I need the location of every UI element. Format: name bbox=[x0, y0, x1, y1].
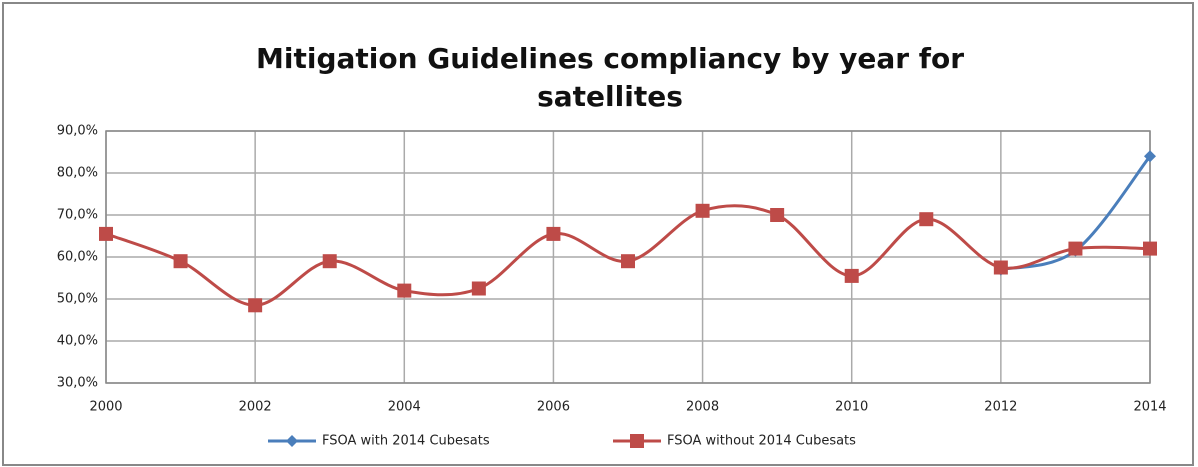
y-tick-label: 40,0% bbox=[57, 334, 98, 349]
y-tick-label: 90,0% bbox=[57, 124, 98, 139]
y-tick-label: 30,0% bbox=[57, 376, 98, 391]
x-tick-label: 2012 bbox=[984, 400, 1017, 415]
data-point bbox=[993, 260, 1008, 275]
data-point bbox=[621, 254, 635, 269]
legend-label: FSOA without 2014 Cubesats bbox=[667, 434, 856, 449]
y-tick-label: 70,0% bbox=[57, 208, 98, 223]
data-point bbox=[695, 203, 710, 218]
data-point bbox=[546, 226, 561, 241]
legend-label: FSOA with 2014 Cubesats bbox=[322, 434, 490, 449]
data-point bbox=[1068, 241, 1083, 256]
y-tick-label: 60,0% bbox=[57, 250, 98, 265]
legend-marker bbox=[630, 434, 644, 448]
y-tick-label: 50,0% bbox=[57, 292, 98, 307]
x-tick-label: 2014 bbox=[1133, 400, 1166, 415]
data-point bbox=[1143, 241, 1157, 256]
legend-marker bbox=[286, 435, 298, 447]
x-tick-label: 2000 bbox=[89, 400, 122, 415]
data-point bbox=[397, 283, 412, 298]
data-point bbox=[322, 254, 337, 269]
data-point bbox=[1144, 150, 1156, 163]
data-point bbox=[173, 254, 188, 269]
data-point bbox=[248, 298, 263, 313]
data-point bbox=[770, 208, 785, 222]
plot-border bbox=[105, 130, 1151, 384]
data-point bbox=[471, 281, 486, 296]
data-point bbox=[844, 268, 859, 283]
x-tick-label: 2008 bbox=[686, 400, 719, 415]
x-tick-label: 2004 bbox=[388, 400, 421, 415]
chart-title: Mitigation Guidelines compliancy by year… bbox=[256, 42, 964, 113]
x-tick-label: 2010 bbox=[835, 400, 868, 415]
data-point bbox=[99, 226, 113, 241]
y-tick-label: 80,0% bbox=[57, 166, 98, 181]
x-tick-label: 2006 bbox=[537, 400, 570, 415]
x-tick-label: 2002 bbox=[239, 400, 272, 415]
data-point bbox=[919, 212, 934, 227]
